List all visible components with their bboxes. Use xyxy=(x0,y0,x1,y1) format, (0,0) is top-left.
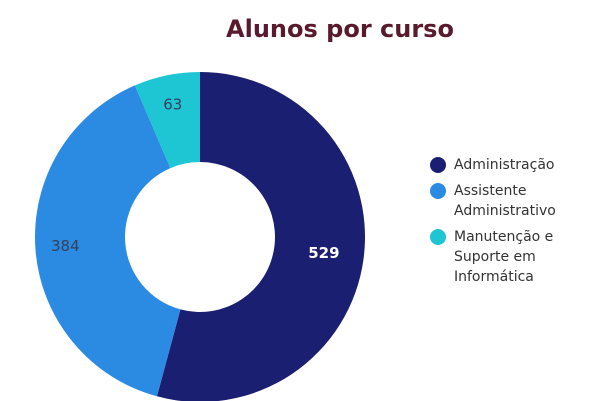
donut-slice xyxy=(134,72,200,169)
legend-label: Assistente Administrativo xyxy=(454,183,556,219)
legend-swatch xyxy=(430,157,446,173)
data-label: 63 xyxy=(163,95,182,113)
data-label: 529 xyxy=(308,244,339,262)
legend-swatch xyxy=(430,183,446,199)
donut-slice xyxy=(156,72,365,401)
donut-slice xyxy=(35,85,181,397)
legend-swatch xyxy=(430,229,446,245)
data-label: 384 xyxy=(51,237,80,255)
legend-label: Administração xyxy=(454,157,555,173)
legend-item: Administração xyxy=(430,155,600,175)
legend-item: Assistente Administrativo xyxy=(430,181,600,221)
legend-item: Manutenção e Suporte em Informática xyxy=(430,227,600,287)
chart-title: Alunos por curso xyxy=(226,15,454,43)
legend-label: Manutenção e Suporte em Informática xyxy=(454,229,554,285)
legend: Administração Assistente Administrativo Ma… xyxy=(430,155,600,293)
